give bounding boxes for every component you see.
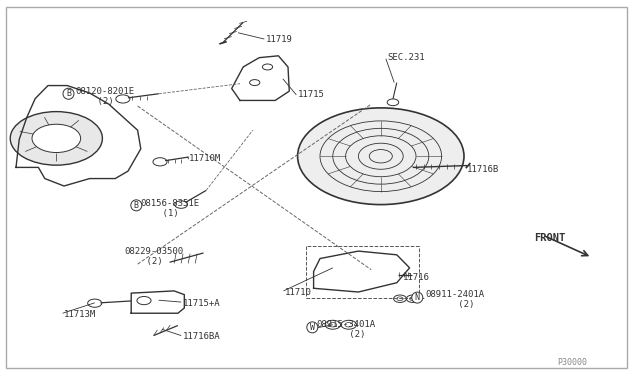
Text: 08911-2401A
      (2): 08911-2401A (2) — [426, 290, 484, 309]
Text: N: N — [415, 293, 420, 302]
Text: W: W — [310, 323, 315, 332]
Text: 08915-3401A
      (2): 08915-3401A (2) — [317, 320, 376, 339]
Text: 11716B: 11716B — [467, 165, 499, 174]
Text: 11719: 11719 — [266, 35, 292, 44]
Text: B: B — [66, 89, 71, 98]
Text: B: B — [134, 201, 139, 210]
Text: 11716BA: 11716BA — [182, 332, 220, 341]
Text: 11715+A: 11715+A — [182, 299, 220, 308]
Text: SEC.231: SEC.231 — [387, 53, 425, 62]
Text: 08156-8351E
    (1): 08156-8351E (1) — [141, 199, 200, 218]
Text: 11713M: 11713M — [64, 310, 96, 319]
Text: P30000: P30000 — [557, 358, 587, 367]
Text: FRONT: FRONT — [534, 233, 566, 243]
Text: 11716: 11716 — [403, 273, 430, 282]
Circle shape — [10, 112, 102, 165]
Text: 11715: 11715 — [298, 90, 324, 99]
Text: 08229-03500
    (2): 08229-03500 (2) — [125, 247, 184, 266]
Circle shape — [32, 124, 81, 153]
Circle shape — [298, 108, 464, 205]
Text: 11710M: 11710M — [189, 154, 221, 163]
Text: 11710: 11710 — [285, 288, 312, 296]
Text: 08120-8201E
    (2): 08120-8201E (2) — [76, 87, 134, 106]
